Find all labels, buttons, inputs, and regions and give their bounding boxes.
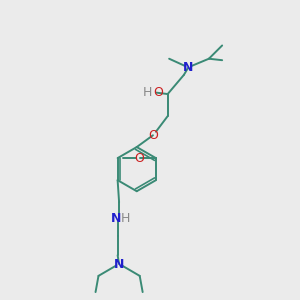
Text: N: N (183, 61, 194, 74)
Text: N: N (114, 258, 124, 271)
Text: O: O (148, 129, 158, 142)
Text: H: H (121, 212, 130, 225)
Text: O: O (153, 86, 163, 99)
Text: H: H (142, 86, 152, 99)
Text: O: O (135, 152, 145, 165)
Text: N: N (111, 212, 121, 225)
